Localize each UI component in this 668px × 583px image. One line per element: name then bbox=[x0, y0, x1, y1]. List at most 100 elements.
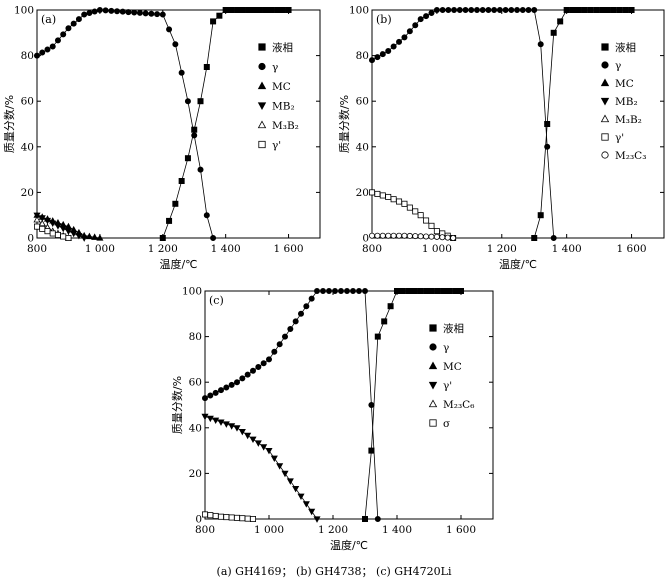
data-point bbox=[44, 228, 51, 235]
data-point bbox=[514, 7, 521, 13]
data-point bbox=[256, 7, 263, 13]
data-point bbox=[281, 333, 288, 340]
legend-label: γ bbox=[615, 60, 621, 72]
data-point bbox=[244, 371, 251, 378]
data-point bbox=[368, 189, 375, 196]
series-line bbox=[204, 290, 379, 520]
chart-panel: 0 20 40 60 80 100 800 1 000 1 200 1 400 1 600 温度/℃ 质… bbox=[3, 5, 321, 271]
legend-marker bbox=[258, 43, 266, 51]
data-point bbox=[337, 287, 344, 294]
data-point bbox=[184, 155, 191, 162]
data-point bbox=[440, 287, 447, 294]
data-point bbox=[39, 49, 46, 56]
data-point bbox=[96, 7, 103, 13]
data-point bbox=[265, 356, 272, 363]
data-point bbox=[91, 8, 98, 15]
data-point bbox=[228, 514, 235, 521]
data-point bbox=[38, 219, 46, 227]
y-tick-label: 80 bbox=[21, 50, 34, 62]
data-point bbox=[396, 38, 403, 45]
legend-marker bbox=[601, 61, 609, 69]
data-point bbox=[70, 20, 77, 27]
data-point bbox=[223, 384, 230, 391]
data-point bbox=[379, 192, 386, 199]
y-tick-label: 0 bbox=[362, 233, 369, 245]
data-point bbox=[390, 232, 397, 239]
data-point bbox=[544, 143, 551, 150]
x-axis-title: 温度/℃ bbox=[159, 257, 197, 271]
data-point bbox=[390, 196, 397, 203]
legend-label: σ bbox=[443, 418, 450, 430]
data-point bbox=[251, 7, 258, 13]
data-point bbox=[228, 423, 236, 430]
data-point bbox=[381, 318, 388, 325]
y-tick-label: 20 bbox=[189, 468, 202, 480]
data-point bbox=[260, 360, 267, 367]
data-point bbox=[451, 7, 458, 13]
data-point bbox=[457, 287, 464, 294]
data-point bbox=[557, 18, 564, 25]
data-point bbox=[255, 363, 262, 370]
data-point bbox=[468, 7, 475, 13]
legend-label: M₃B₂ bbox=[272, 120, 299, 132]
data-point bbox=[96, 234, 104, 241]
data-point bbox=[622, 7, 629, 13]
data-point bbox=[233, 425, 241, 432]
y-tick-label: 80 bbox=[356, 50, 369, 62]
data-point bbox=[207, 512, 214, 519]
data-point bbox=[65, 25, 72, 32]
data-point bbox=[262, 7, 269, 13]
data-point bbox=[519, 7, 526, 13]
data-point bbox=[423, 233, 430, 240]
data-point bbox=[114, 8, 121, 15]
data-point bbox=[276, 341, 283, 348]
data-point bbox=[206, 415, 214, 423]
data-point bbox=[411, 287, 418, 294]
legend-label: 液相 bbox=[443, 322, 464, 335]
data-point bbox=[302, 501, 310, 508]
y-tick-label: 20 bbox=[356, 187, 369, 199]
data-point bbox=[228, 7, 235, 13]
data-point bbox=[119, 8, 126, 15]
data-point bbox=[379, 232, 386, 239]
x-tick-label: 1 600 bbox=[617, 243, 647, 255]
legend-label: γ bbox=[272, 62, 278, 74]
data-point bbox=[285, 7, 292, 13]
data-point bbox=[544, 121, 551, 128]
y-tick-label: 40 bbox=[356, 141, 369, 153]
data-point bbox=[178, 69, 185, 76]
data-point bbox=[33, 215, 41, 223]
data-point bbox=[361, 287, 368, 294]
data-point bbox=[212, 417, 220, 425]
data-point bbox=[43, 217, 52, 225]
legend-marker bbox=[429, 343, 437, 351]
data-point bbox=[587, 7, 594, 13]
data-point bbox=[428, 233, 435, 240]
data-point bbox=[368, 57, 375, 64]
data-point bbox=[292, 485, 300, 493]
data-point bbox=[604, 7, 611, 13]
data-point bbox=[368, 232, 375, 239]
data-point bbox=[412, 233, 419, 240]
data-point bbox=[197, 166, 204, 173]
data-point bbox=[148, 10, 155, 17]
legend-marker bbox=[600, 97, 610, 106]
x-tick-label: 1 000 bbox=[422, 243, 452, 255]
data-point bbox=[581, 7, 588, 13]
data-point bbox=[75, 233, 83, 240]
legend-marker bbox=[601, 43, 609, 51]
data-point bbox=[401, 34, 408, 41]
legend-marker bbox=[428, 399, 438, 408]
data-point bbox=[479, 7, 486, 13]
data-point bbox=[210, 18, 217, 25]
chart-panel: 0 20 40 60 80 100 800 1 000 1 200 1 400 1 600 温度/℃ 质… bbox=[338, 5, 665, 271]
x-tick-label: 1 400 bbox=[382, 524, 412, 536]
data-point bbox=[201, 511, 208, 518]
data-point bbox=[131, 9, 138, 16]
data-point bbox=[249, 436, 257, 444]
data-point bbox=[390, 43, 397, 50]
data-point bbox=[417, 287, 424, 294]
data-point bbox=[212, 389, 219, 396]
data-point bbox=[379, 51, 386, 58]
x-tick-label: 1 400 bbox=[552, 243, 582, 255]
